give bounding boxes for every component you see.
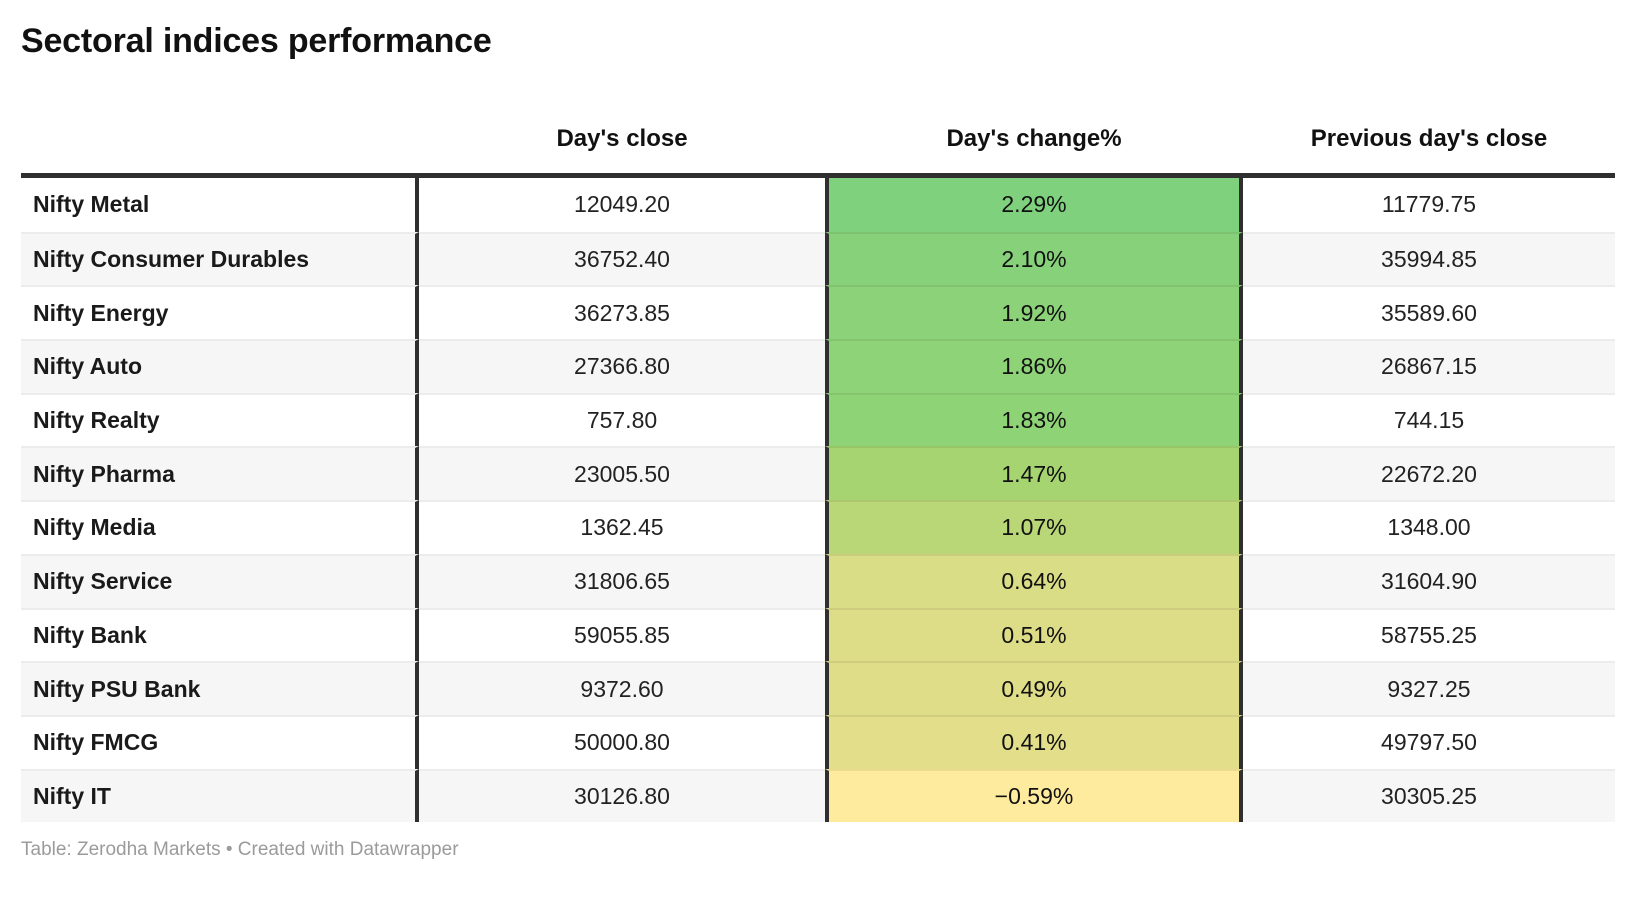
previous-close-cell: 49797.50 (1243, 714, 1615, 769)
index-label-cell: Nifty Media (21, 500, 419, 554)
days-close-cell: 30126.80 (419, 768, 825, 823)
index-label-cell: Nifty Energy (21, 285, 419, 340)
table-row: Nifty Metal 12049.20 2.29% 11779.75 (21, 178, 1615, 232)
previous-close-cell: 35589.60 (1243, 285, 1615, 339)
index-label-cell: Nifty FMCG (21, 714, 419, 769)
previous-close-cell: 31604.90 (1243, 553, 1615, 608)
days-change-heatmap-cell: 1.83% (825, 392, 1243, 447)
table-row: Nifty IT 30126.80 −0.59% 30305.25 (21, 768, 1615, 823)
days-close-cell: 27366.80 (419, 339, 825, 393)
days-close-cell: 9372.60 (419, 661, 825, 715)
days-change-heatmap-cell: 1.47% (825, 446, 1243, 501)
previous-close-cell: 744.15 (1243, 392, 1615, 447)
table-row: Nifty Energy 36273.85 1.92% 35589.60 (21, 285, 1615, 340)
days-change-heatmap-cell: 0.51% (825, 607, 1243, 662)
table-body: Nifty Metal 12049.20 2.29% 11779.75 Nifty Co… (21, 178, 1615, 823)
table-attribution: Table: Zerodha Markets • Created with Da… (21, 839, 459, 861)
days-change-heatmap-cell: 1.92% (825, 285, 1243, 340)
days-change-heatmap-cell: −0.59% (825, 768, 1243, 823)
index-label-cell: Nifty Pharma (21, 446, 419, 501)
days-close-cell: 36273.85 (419, 285, 825, 339)
days-close-cell: 757.80 (419, 392, 825, 447)
table-row: Nifty Service 31806.65 0.64% 31604.90 (21, 553, 1615, 608)
days-close-cell: 31806.65 (419, 553, 825, 608)
page-title: Sectoral indices performance (21, 22, 492, 60)
table-row: Nifty Pharma 23005.50 1.47% 22672.20 (21, 446, 1615, 501)
index-label-cell: Nifty Consumer Durables (21, 231, 419, 286)
days-close-cell: 59055.85 (419, 607, 825, 662)
previous-close-cell: 30305.25 (1243, 768, 1615, 823)
days-change-heatmap-cell: 2.10% (825, 231, 1243, 286)
previous-close-cell: 58755.25 (1243, 607, 1615, 662)
days-change-heatmap-cell: 1.07% (825, 500, 1243, 554)
index-label-cell: Nifty Realty (21, 392, 419, 447)
days-close-cell: 50000.80 (419, 714, 825, 769)
previous-close-cell: 11779.75 (1381, 191, 1477, 218)
previous-close-cell: 35994.85 (1243, 231, 1615, 286)
column-header-days-close: Day's close (556, 125, 688, 152)
days-change-heatmap-cell: 0.49% (825, 661, 1243, 715)
days-close-cell: 12049.20 (574, 191, 670, 218)
index-label-cell: Nifty Metal (21, 178, 419, 232)
index-label-cell: Nifty Auto (21, 339, 419, 393)
table-row: Nifty Consumer Durables 36752.40 2.10% 3599… (21, 231, 1615, 286)
previous-close-cell: 22672.20 (1243, 446, 1615, 500)
index-label-cell: Nifty PSU Bank (21, 661, 419, 715)
column-header-days-change: Day's change% (946, 125, 1122, 152)
table-row: Nifty Realty 757.80 1.83% 744.15 (21, 392, 1615, 447)
index-label-cell: Nifty Service (21, 553, 419, 608)
days-change-heatmap-cell: 1.86% (825, 339, 1243, 393)
index-label-cell: Nifty IT (21, 768, 419, 823)
table-row: Nifty Bank 59055.85 0.51% 58755.25 (21, 607, 1615, 662)
table-row: Nifty PSU Bank 9372.60 0.49% 9327.25 (21, 661, 1615, 715)
table-row: Nifty Media 1362.45 1.07% 1348.00 (21, 500, 1615, 554)
previous-close-cell: 26867.15 (1243, 339, 1615, 393)
previous-close-cell: 1348.00 (1243, 500, 1615, 554)
table-row: Nifty Auto 27366.80 1.86% 26867.15 (21, 339, 1615, 393)
days-change-heatmap-cell: 2.29% (825, 178, 1243, 232)
column-header-previous-close: Previous day's close (1310, 125, 1548, 152)
table-row: Nifty FMCG 50000.80 0.41% 49797.50 (21, 714, 1615, 769)
days-close-cell: 36752.40 (419, 231, 825, 286)
table-header-row: Day's close Day's change% Previous day's… (21, 62, 1615, 178)
days-close-cell: 23005.50 (419, 446, 825, 500)
index-label-cell: Nifty Bank (21, 607, 419, 662)
previous-close-cell: 9327.25 (1243, 661, 1615, 715)
days-close-cell: 1362.45 (419, 500, 825, 554)
days-change-heatmap-cell: 0.64% (825, 553, 1243, 608)
days-change-heatmap-cell: 0.41% (825, 714, 1243, 769)
